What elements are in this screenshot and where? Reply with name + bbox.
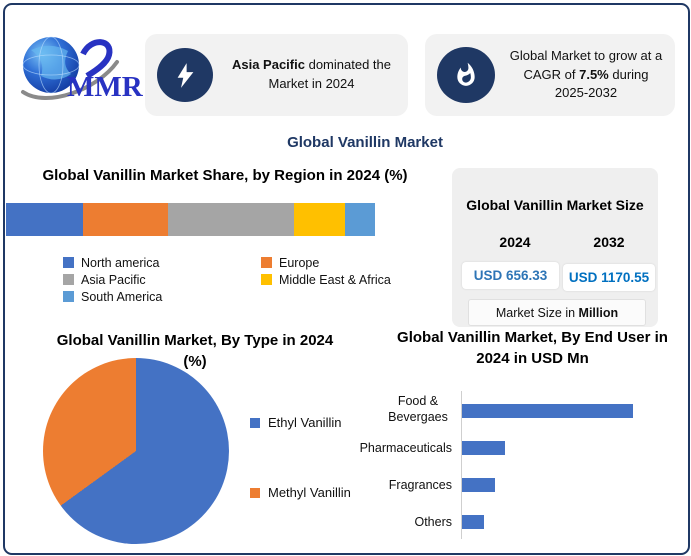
legend-marker [261, 257, 272, 268]
enduser-chart-title-line2: 2024 in USD Mn [476, 350, 589, 367]
footnote-bold: Million [578, 305, 619, 320]
legend-item-asia-pacific: Asia Pacific [63, 272, 261, 287]
legend-item-south-america: South America [63, 289, 261, 304]
region-bar-segment [83, 203, 169, 236]
footnote-pre: Market Size in [495, 305, 576, 320]
legend-item-europe: Europe [261, 255, 403, 270]
legend-marker [63, 291, 74, 302]
year-2032: 2032 [593, 234, 625, 250]
mmr-logo: MMR [17, 28, 145, 110]
page-title: Global Vanillin Market [287, 134, 443, 151]
region-bar-segment [168, 203, 294, 236]
region-stacked-bar [6, 203, 375, 236]
legend-label: Ethyl Vanillin [268, 415, 342, 430]
type-chart-title: Global Vanillin Market, By Type in 2024 … [15, 330, 375, 372]
legend-label: North america [81, 255, 160, 270]
legend-marker [63, 257, 74, 268]
lightning-icon [157, 48, 213, 102]
market-size-footnote: Market Size in Million [468, 299, 646, 326]
infographic-card: MMR Asia Pacific dominated the Market in… [3, 3, 690, 555]
region-legend: North america Europe Asia Pacific Middle… [63, 255, 403, 304]
enduser-bar-fragrances [462, 478, 495, 492]
legend-label: Asia Pacific [81, 272, 146, 287]
market-size-title: Global Vanillin Market Size [466, 197, 644, 213]
pie-legend-item-methyl: Methyl Vanillin [250, 485, 351, 500]
highlight-region-rest: dominated the Market in 2024 [268, 57, 392, 91]
highlight-cagr-post: during 2025-2032 [554, 66, 649, 101]
type-chart-title-line1: Global Vanillin Market, By Type in 2024 [56, 332, 334, 349]
enduser-label-pharma: Pharmaceuticals [359, 441, 452, 455]
region-bar-segment [345, 203, 375, 236]
legend-label: Europe [279, 255, 320, 270]
enduser-label-others: Others [414, 515, 452, 529]
enduser-label-food: Food & Bevergaes [388, 394, 448, 425]
legend-item-north-america: North america [63, 255, 261, 270]
enduser-chart-title: Global Vanillin Market, By End User in 2… [380, 327, 685, 369]
globe-logo-icon: MMR [21, 36, 144, 103]
value-2032: USD 1170.55 [563, 264, 655, 291]
market-size-panel: Global Vanillin Market Size 2024 2032 US… [452, 168, 658, 327]
type-pie-chart [43, 358, 229, 544]
highlight-card-cagr: Global Market to grow at a CAGR of 7.5% … [425, 34, 675, 116]
value-2024: USD 656.33 [462, 262, 559, 289]
legend-marker [250, 417, 260, 428]
enduser-y-axis [461, 391, 462, 539]
legend-marker [250, 487, 260, 498]
enduser-bar-others [462, 515, 484, 529]
brand-text: MMR [67, 71, 144, 103]
flame-icon [437, 47, 495, 103]
enduser-label-fragrances: Fragrances [388, 478, 452, 492]
region-bar-segment [293, 203, 346, 236]
highlight-region-text: Asia Pacific dominated the Market in 202… [225, 56, 398, 94]
enduser-bar-food [462, 404, 633, 418]
legend-label: Methyl Vanillin [268, 485, 351, 500]
year-2024: 2024 [499, 234, 531, 250]
legend-label: South America [81, 289, 163, 304]
region-bar-segment [6, 203, 84, 236]
type-chart-title-line2: (%) [183, 353, 207, 370]
highlight-region-bold: Asia Pacific [231, 57, 305, 73]
legend-item-mea: Middle East & Africa [261, 272, 403, 287]
highlight-cagr-bold: 7.5% [579, 66, 609, 82]
highlight-cagr-text: Global Market to grow at a CAGR of 7.5% … [507, 47, 665, 104]
highlight-cagr-pre: Global Market to grow at a CAGR of [509, 47, 663, 82]
enduser-chart-title-line1: Global Vanillin Market, By End User in [397, 329, 668, 346]
region-chart-title: Global Vanillin Market Share, by Region … [42, 167, 408, 184]
pie-legend-item-ethyl: Ethyl Vanillin [250, 415, 341, 430]
legend-marker [261, 274, 272, 285]
legend-marker [63, 274, 74, 285]
legend-label: Middle East & Africa [279, 272, 391, 287]
highlight-card-region: Asia Pacific dominated the Market in 202… [145, 34, 408, 116]
enduser-bar-pharma [462, 441, 505, 455]
